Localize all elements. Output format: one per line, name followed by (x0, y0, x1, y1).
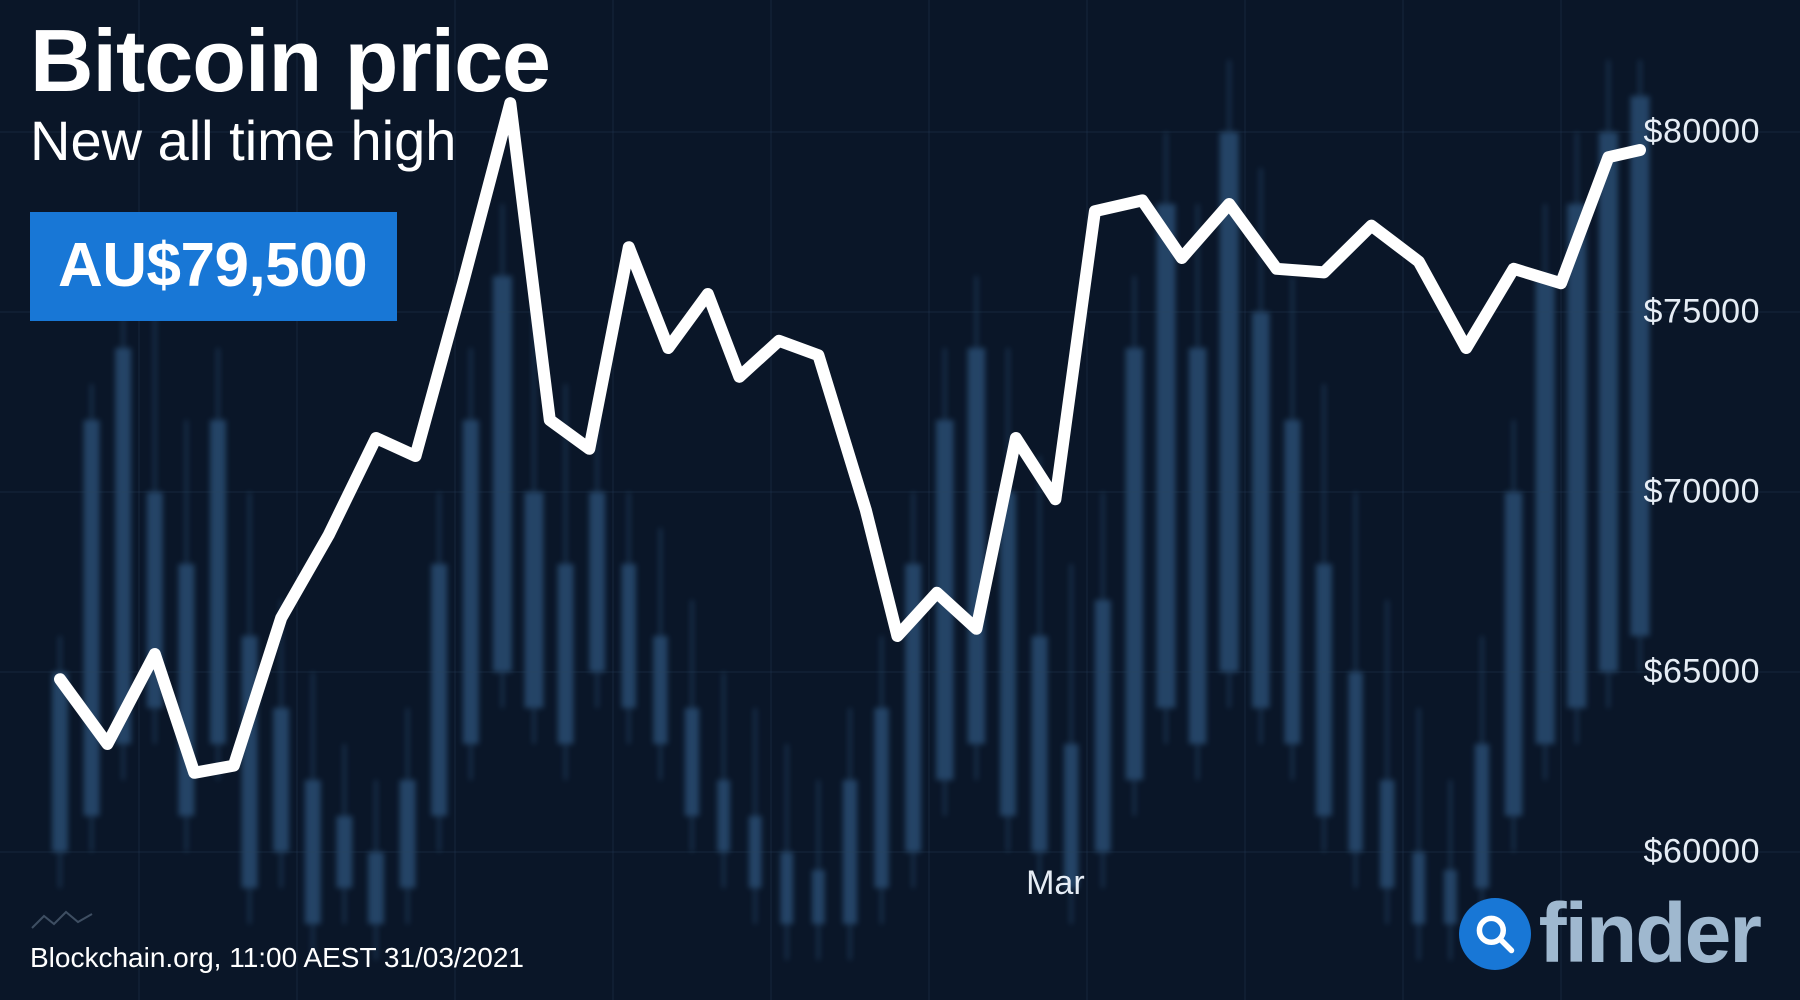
source-attribution: Blockchain.org, 11:00 AEST 31/03/2021 (30, 942, 524, 974)
finder-logo-mark (1459, 898, 1531, 970)
y-tick-label: $75000 (1644, 293, 1760, 332)
y-tick-label: $60000 (1644, 833, 1760, 872)
magnifier-icon (1473, 912, 1517, 956)
chart-stage: $60000 $65000 $70000 $75000 $80000 Mar Bitco… (0, 0, 1800, 1000)
price-highlight-box: AU$79,500 (30, 212, 397, 321)
finder-logo: finder (1459, 885, 1760, 982)
y-tick-label: $65000 (1644, 653, 1760, 692)
y-tick-label: $70000 (1644, 473, 1760, 512)
chart-subtitle: New all time high (30, 108, 456, 173)
x-axis-label: Mar (1026, 864, 1085, 903)
chart-title: Bitcoin price (30, 10, 550, 112)
y-tick-label: $80000 (1644, 113, 1760, 152)
watermark-icon (30, 908, 100, 934)
finder-logo-text: finder (1539, 885, 1760, 982)
